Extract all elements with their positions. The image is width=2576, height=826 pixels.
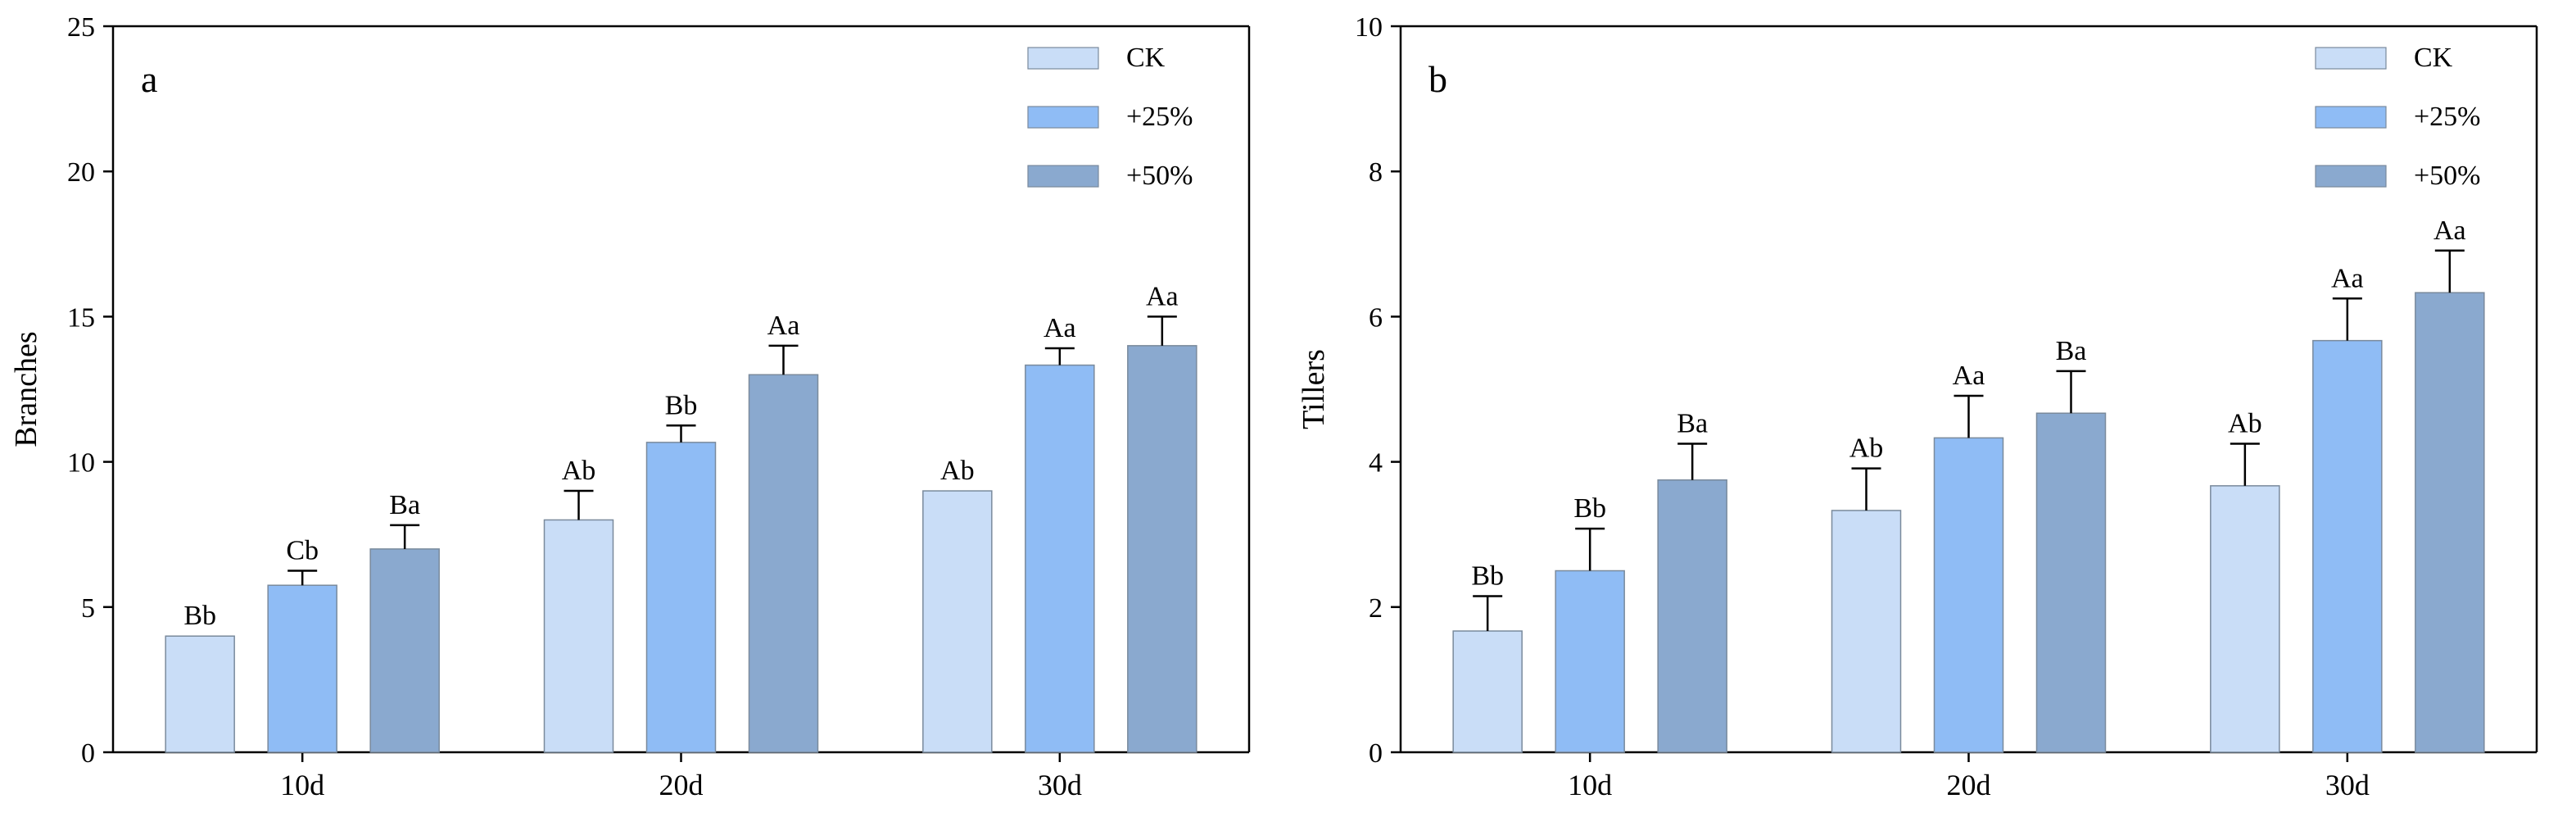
tillers-chart-panel: 0 2 4 6 8 10 Tillers b 10d Bb Bb Ba 20d Ab Aa Ba 30d Ab Aa…: [1288, 0, 2576, 826]
bar-group-plus25pct-10d: Cb: [267, 536, 337, 753]
significance-label-ck-20d: Ab: [562, 456, 596, 486]
bar-plus50pct-30d: [1127, 345, 1197, 753]
significance-label-plus25pct-20d: Aa: [1953, 361, 1985, 391]
branches-chart: 0 5 10 15 20 25 Branches a 10d Bb Cb Ba 20d Ab Bb Aa 30d…: [9, 12, 1251, 801]
bar-group-plus25pct-30d: Aa: [2312, 263, 2383, 753]
significance-label-ck-30d: Ab: [940, 456, 975, 486]
legend-label-plus25pct: +25%: [1126, 102, 1193, 132]
bar-group-plus25pct-10d: Bb: [1555, 493, 1625, 753]
significance-label-plus25pct-10d: Cb: [286, 536, 319, 566]
tillers-chart: 0 2 4 6 8 10 Tillers b 10d Bb Bb Ba 20d Ab Aa Ba 30d Ab Aa…: [1297, 12, 2538, 801]
y-axis-label: Tillers: [1297, 349, 1331, 429]
bar-plus50pct-10d: [1657, 479, 1727, 753]
x-tick-label-30d: 30d: [1038, 769, 1082, 801]
bar-plus25pct-10d: [267, 584, 337, 753]
panel-label: a: [141, 58, 157, 100]
bar-group-plus25pct-20d: Bb: [645, 390, 717, 753]
significance-label-plus50pct-30d: Aa: [1146, 281, 1179, 311]
y-tick-label: 25: [67, 12, 95, 43]
x-tick-label-20d: 20d: [1947, 769, 1991, 801]
branches-chart-panel: 0 5 10 15 20 25 Branches a 10d Bb Cb Ba 20d Ab Bb Aa 30d…: [9, 12, 1251, 801]
significance-label-plus50pct-20d: Ba: [2056, 336, 2087, 366]
significance-label-plus50pct-10d: Ba: [1677, 408, 1708, 438]
bar-group-ck-10d: Bb: [1452, 561, 1523, 753]
legend-swatch-ck: [2315, 47, 2387, 70]
y-axis-label: Branches: [9, 331, 43, 447]
bar-group-ck-20d: Ab: [543, 456, 614, 753]
legend-label-plus25pct: +25%: [2414, 102, 2481, 132]
bar-plus25pct-20d: [645, 442, 717, 753]
significance-label-plus25pct-20d: Bb: [665, 390, 698, 420]
bar-group-ck-20d: Ab: [1831, 433, 1902, 753]
x-tick-label-30d: 30d: [2325, 769, 2370, 801]
significance-label-plus25pct-10d: Bb: [1573, 493, 1606, 524]
y-tick-label: 10: [67, 448, 95, 479]
legend-label-plus50pct: +50%: [1126, 161, 1193, 191]
x-tick-label-10d: 10d: [280, 769, 324, 801]
bar-group-plus50pct-30d: Aa: [2415, 216, 2485, 753]
y-tick-label: 2: [1369, 593, 1383, 624]
x-tick-label-20d: 20d: [659, 769, 704, 801]
bar-ck-30d: [922, 490, 993, 753]
bar-plus25pct-30d: [2312, 339, 2383, 753]
bar-plus50pct-10d: [369, 548, 440, 753]
bar-ck-10d: [165, 635, 235, 753]
bar-group-plus50pct-20d: Ba: [2035, 336, 2107, 753]
bar-ck-20d: [1831, 510, 1902, 753]
bar-ck-10d: [1452, 630, 1523, 753]
significance-label-ck-10d: Bb: [1471, 561, 1504, 592]
bar-group-plus50pct-30d: Aa: [1127, 281, 1197, 753]
significance-label-ck-30d: Ab: [2228, 408, 2262, 438]
bar-group-plus50pct-10d: Ba: [369, 490, 440, 753]
legend-swatch-plus50pct: [2315, 165, 2387, 188]
bar-group-ck-10d: Bb: [165, 601, 235, 753]
legend: CK +25% +50%: [2315, 43, 2481, 191]
y-tick-label: 0: [81, 738, 95, 769]
significance-label-plus25pct-30d: Aa: [1044, 313, 1076, 343]
bar-plus50pct-20d: [748, 374, 819, 753]
y-tick-label: 10: [1355, 12, 1383, 43]
y-tick-label: 0: [1369, 738, 1383, 769]
y-tick-label: 6: [1369, 302, 1383, 333]
legend-label-ck: CK: [2414, 43, 2453, 73]
bar-group-plus25pct-30d: Aa: [1025, 313, 1095, 753]
bar-plus50pct-30d: [2415, 292, 2485, 753]
y-tick-label: 20: [67, 157, 95, 188]
x-tick-label-10d: 10d: [1568, 769, 1612, 801]
significance-label-plus50pct-20d: Aa: [767, 311, 800, 341]
bar-ck-20d: [543, 519, 614, 753]
significance-label-ck-20d: Ab: [1849, 433, 1884, 464]
panel-label: b: [1428, 58, 1447, 100]
bar-plus25pct-20d: [1933, 437, 2004, 753]
legend-label-ck: CK: [1126, 43, 1166, 73]
bar-group-ck-30d: Ab: [922, 456, 993, 753]
bar-group-plus50pct-10d: Ba: [1657, 408, 1727, 753]
bar-plus25pct-30d: [1025, 364, 1095, 753]
legend-swatch-plus25pct: [1027, 106, 1099, 129]
legend-label-plus50pct: +50%: [2414, 161, 2481, 191]
bar-group-plus25pct-20d: Aa: [1933, 361, 2004, 753]
y-tick-label: 5: [81, 593, 95, 624]
legend-swatch-ck: [1027, 47, 1099, 70]
significance-label-ck-10d: Bb: [183, 601, 216, 631]
significance-label-plus50pct-10d: Ba: [389, 490, 420, 520]
significance-label-plus25pct-30d: Aa: [2331, 263, 2364, 293]
y-tick-label: 8: [1369, 157, 1383, 188]
bar-group-ck-30d: Ab: [2210, 408, 2280, 753]
bar-plus25pct-10d: [1555, 570, 1625, 753]
y-tick-label: 15: [67, 302, 95, 333]
significance-label-plus50pct-30d: Aa: [2433, 216, 2466, 246]
legend-swatch-plus25pct: [2315, 106, 2387, 129]
legend: CK +25% +50%: [1027, 43, 1193, 191]
legend-swatch-plus50pct: [1027, 165, 1099, 188]
bar-plus50pct-20d: [2035, 412, 2107, 753]
bar-ck-30d: [2210, 485, 2280, 753]
bar-group-plus50pct-20d: Aa: [748, 311, 819, 753]
y-tick-label: 4: [1369, 448, 1383, 479]
